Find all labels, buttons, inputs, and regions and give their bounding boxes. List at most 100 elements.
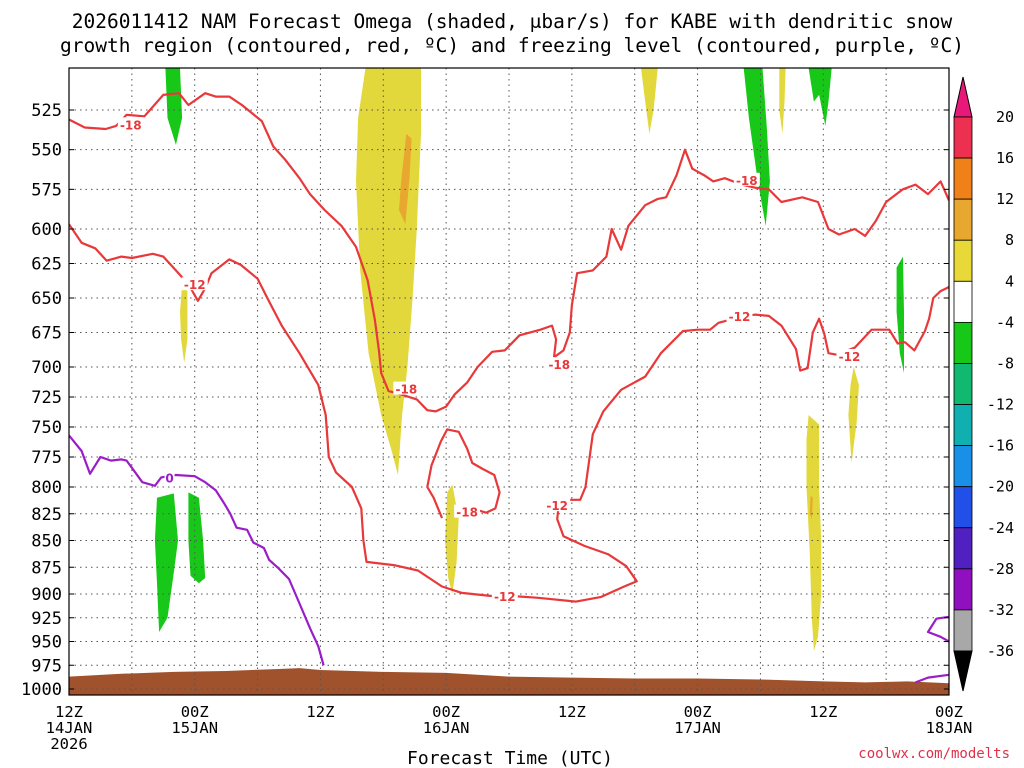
y-tick-label-850: 850 bbox=[31, 532, 62, 552]
contour-label-bg bbox=[546, 357, 573, 371]
y-tick-label-775: 775 bbox=[31, 448, 62, 468]
contour-label-bg bbox=[393, 381, 420, 395]
colorbar-label-4: 4 bbox=[1005, 272, 1014, 290]
contour-label-10: 0 bbox=[165, 471, 173, 485]
colorbar-swatch-12 bbox=[953, 609, 973, 652]
omega-region-1 bbox=[154, 493, 178, 632]
colorbar-swatch-11 bbox=[953, 568, 973, 611]
colorbar-swatch-8 bbox=[953, 445, 973, 488]
omega-region-10 bbox=[641, 68, 658, 134]
omega-region-7 bbox=[399, 133, 412, 225]
colorbar-swatch-1 bbox=[953, 157, 973, 200]
y-tick-label-650: 650 bbox=[31, 289, 62, 309]
colorbar-swatch-10 bbox=[953, 527, 973, 570]
dgz-contour-17 bbox=[553, 148, 949, 359]
x-tick-label-0-2: 14JAN bbox=[46, 719, 93, 737]
x-axis-label: Forecast Time (UTC) bbox=[407, 748, 613, 768]
chart-title-line1: 2026011412 NAM Forecast Omega (shaded, μ… bbox=[72, 10, 953, 33]
credit-text: coolwx.com/modelts bbox=[858, 746, 1010, 762]
contour-label-0: -18 bbox=[120, 118, 142, 132]
colorbar-label-0: 20 bbox=[996, 108, 1014, 126]
y-tick-label-600: 600 bbox=[31, 220, 62, 240]
contour-label-4: -18 bbox=[548, 358, 570, 372]
colorbar-swatch-7 bbox=[953, 404, 973, 447]
colorbar-label-5: -4 bbox=[996, 313, 1014, 331]
x-tick-label-12-2: 15JAN bbox=[171, 719, 218, 737]
y-tick-label-675: 675 bbox=[31, 324, 62, 344]
y-tick-label-875: 875 bbox=[31, 558, 62, 578]
x-tick-label-36-2: 16JAN bbox=[423, 719, 470, 737]
ground-area bbox=[69, 668, 949, 695]
y-tick-label-925: 925 bbox=[31, 609, 62, 629]
omega-region-9 bbox=[445, 484, 459, 594]
colorbar-label-13: -36 bbox=[987, 642, 1014, 660]
chart-title-line2: growth region (contoured, red, ºC) and f… bbox=[60, 34, 964, 57]
freezing-level-contour-21 bbox=[926, 615, 949, 643]
omega-region-3 bbox=[743, 68, 770, 226]
y-tick-label-575: 575 bbox=[31, 180, 62, 200]
dgz-contour-19 bbox=[69, 223, 949, 603]
x-tick-label-48-1: 12Z bbox=[558, 703, 586, 721]
omega-region-12 bbox=[806, 415, 822, 651]
x-tick-label-72-1: 12Z bbox=[809, 703, 837, 721]
y-tick-label-550: 550 bbox=[31, 141, 62, 161]
y-axis-ticks: 525 550 575 600 625 650 675 700 725 750 775 800 825 8… bbox=[21, 101, 949, 700]
x-tick-label-12-1: 00Z bbox=[181, 703, 209, 721]
colorbar-swatch-9 bbox=[953, 486, 973, 529]
x-tick-label-0-1: 12Z bbox=[55, 703, 83, 721]
colorbar: 20 16 12 8 4 -4 -8 -12 -16 -20 -24 -28 -32 -36 bbox=[953, 76, 1014, 692]
contour-label-7: -18 bbox=[736, 174, 758, 188]
omega-region-2 bbox=[188, 492, 206, 584]
plot-lines bbox=[69, 92, 949, 684]
contour-label-3: -18 bbox=[456, 506, 478, 520]
omega-region-4 bbox=[808, 68, 832, 126]
colorbar-label-1: 16 bbox=[996, 149, 1014, 167]
colorbar-label-9: -20 bbox=[987, 478, 1014, 496]
omega-region-5 bbox=[896, 256, 904, 373]
colorbar-top-arrow bbox=[953, 76, 973, 118]
contour-label-bg bbox=[117, 117, 144, 131]
contour-label-bg bbox=[181, 277, 208, 291]
contour-label-9: -12 bbox=[839, 350, 861, 364]
x-tick-label-60-2: 17JAN bbox=[674, 719, 721, 737]
x-tick-label-24-1: 12Z bbox=[306, 703, 334, 721]
contour-label-8: -12 bbox=[729, 310, 751, 324]
contour-label-bg bbox=[491, 588, 518, 602]
colorbar-swatch-0 bbox=[953, 116, 973, 159]
omega-region-13 bbox=[809, 495, 813, 520]
colorbar-label-6: -8 bbox=[996, 354, 1014, 372]
contour-label-bg bbox=[726, 308, 753, 322]
colorbar-label-11: -28 bbox=[987, 560, 1014, 578]
dgz-contour-18 bbox=[426, 428, 501, 519]
colorbar-swatch-3 bbox=[953, 239, 973, 282]
omega-region-0 bbox=[165, 68, 183, 145]
x-tick-label-84-1: 00Z bbox=[935, 703, 963, 721]
freezing-level-contour-22 bbox=[915, 673, 949, 684]
y-tick-label-900: 900 bbox=[31, 585, 62, 605]
contour-label-6: -12 bbox=[494, 590, 516, 604]
dgz-contour-16 bbox=[69, 92, 558, 413]
omega-region-11 bbox=[779, 68, 786, 134]
colorbar-swatch-5 bbox=[953, 321, 973, 364]
y-tick-label-750: 750 bbox=[31, 418, 62, 438]
y-tick-label-1000: 1000 bbox=[21, 680, 62, 700]
colorbar-label-7: -12 bbox=[987, 396, 1014, 414]
contour-label-5: -12 bbox=[546, 499, 568, 513]
contour-label-1: -12 bbox=[184, 278, 206, 292]
plot-frame bbox=[68, 67, 950, 696]
contour-label-bg bbox=[454, 504, 481, 518]
contour-label-2: -18 bbox=[395, 383, 417, 397]
colorbar-swatch-2 bbox=[953, 198, 973, 241]
freezing-level-contour-20 bbox=[69, 434, 325, 666]
y-tick-label-525: 525 bbox=[31, 101, 62, 121]
x-tick-label-84-2: 18JAN bbox=[926, 719, 973, 737]
y-tick-label-975: 975 bbox=[31, 656, 62, 676]
y-tick-label-800: 800 bbox=[31, 478, 62, 498]
colorbar-label-10: -24 bbox=[987, 519, 1014, 537]
x-tick-label-0-3: 2026 bbox=[50, 735, 87, 753]
y-tick-label-825: 825 bbox=[31, 505, 62, 525]
colorbar-label-8: -16 bbox=[987, 437, 1014, 455]
colorbar-swatch-6 bbox=[953, 363, 973, 405]
